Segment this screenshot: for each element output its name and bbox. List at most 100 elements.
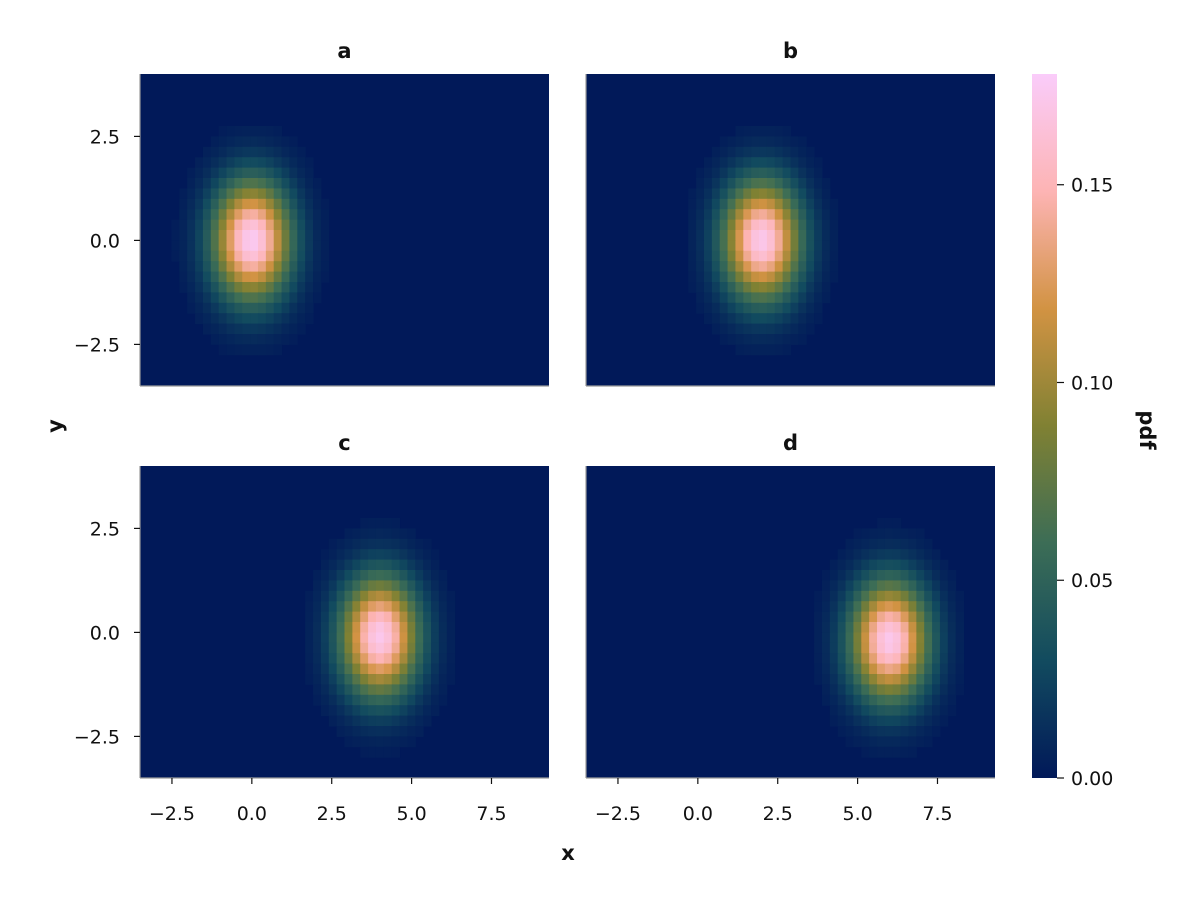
heatmap-cell — [423, 705, 432, 717]
heatmap-cell — [829, 559, 839, 571]
heatmap-cell — [415, 611, 424, 623]
heatmap-cell — [218, 282, 228, 293]
heatmap-cell — [265, 209, 275, 221]
heatmap-cell — [853, 601, 862, 613]
heatmap-cell — [399, 590, 408, 602]
heatmap-cell — [924, 736, 933, 748]
heatmap-cell — [947, 570, 957, 581]
heatmap-cell — [218, 261, 228, 273]
heatmap-cell — [352, 736, 361, 748]
heatmap-cell — [711, 323, 721, 335]
heatmap-cell — [407, 528, 416, 540]
heatmap-cell — [242, 323, 251, 335]
heatmap-cell — [900, 746, 909, 758]
heatmap-cell — [829, 580, 839, 592]
heatmap-cell — [916, 726, 925, 737]
heatmap-cell — [759, 188, 768, 200]
heatmap-cell — [313, 611, 322, 623]
x-tick-label: 2.5 — [317, 803, 347, 825]
heatmap-cell — [806, 271, 815, 283]
heatmap-cell — [845, 559, 854, 571]
heatmap-cell — [226, 240, 235, 252]
heatmap-cell — [289, 292, 298, 304]
heatmap-cell — [735, 250, 744, 262]
heatmap-cell — [375, 642, 385, 654]
heatmap-cell — [360, 538, 369, 550]
heatmap-cell — [273, 313, 283, 325]
heatmap-cell — [766, 198, 776, 210]
heatmap-cell — [727, 167, 736, 179]
heatmap-cell — [383, 705, 393, 717]
heatmap-cell — [916, 601, 925, 613]
heatmap-cell — [313, 694, 322, 706]
heatmap-cell — [289, 323, 298, 335]
heatmap-cell — [884, 559, 894, 571]
heatmap-cell — [947, 684, 957, 696]
heatmap-cell — [202, 219, 212, 231]
heatmap-cell — [305, 642, 314, 654]
heatmap-cell — [735, 313, 744, 325]
heatmap-cell — [774, 313, 784, 325]
heatmap-cell — [383, 601, 393, 613]
heatmap-cell — [352, 538, 361, 550]
heatmap-cell — [751, 146, 760, 158]
heatmap-cell — [375, 549, 385, 561]
heatmap-cell — [250, 292, 259, 304]
heatmap-cell — [187, 219, 196, 231]
heatmap-cell — [336, 632, 345, 644]
heatmap-cell — [821, 250, 831, 262]
heatmap-cell — [218, 219, 228, 231]
heatmap-cell — [281, 178, 290, 189]
heatmap-cell — [829, 590, 839, 602]
heatmap-cell — [908, 559, 917, 571]
heatmap-cell — [688, 209, 697, 221]
heatmap-cell — [250, 240, 259, 252]
heatmap-cell — [446, 663, 456, 675]
heatmap-cell — [218, 178, 228, 189]
heatmap-cell — [210, 282, 220, 293]
heatmap-cell — [759, 167, 768, 179]
heatmap-cell — [806, 230, 815, 241]
heatmap-cell — [305, 590, 314, 602]
heatmap-cell — [257, 126, 267, 137]
heatmap-cell — [234, 261, 243, 273]
heatmap-cell — [273, 230, 283, 241]
heatmap-cell — [383, 580, 393, 592]
heatmap-cell — [892, 559, 902, 571]
heatmap-cell — [814, 271, 823, 283]
heatmap-cell — [375, 611, 385, 623]
heatmap-cell — [798, 198, 807, 210]
heatmap-cell — [391, 684, 401, 696]
heatmap-cell — [218, 344, 228, 356]
heatmap-cell — [320, 674, 330, 685]
heatmap-cell — [438, 570, 448, 581]
heatmap-cell — [774, 198, 784, 210]
heatmap-cell — [703, 302, 713, 314]
heatmap-cell — [368, 528, 377, 540]
heatmap-cell — [375, 653, 385, 665]
x-tick-label: 5.0 — [396, 803, 426, 825]
heatmap-cell — [939, 684, 949, 696]
heatmap-cell — [383, 674, 393, 685]
heatmap-cell — [719, 292, 729, 304]
heatmap-cell — [790, 230, 799, 241]
heatmap-cell — [344, 642, 353, 654]
heatmap-cell — [751, 157, 760, 169]
heatmap-cell — [869, 559, 878, 571]
heatmap-cell — [924, 611, 933, 623]
heatmap-cell — [320, 250, 330, 262]
heatmap-cell — [939, 663, 949, 675]
heatmap-cell — [289, 250, 298, 262]
heatmap-cell — [234, 271, 243, 283]
heatmap-cell — [837, 705, 847, 717]
heatmap-cell — [399, 549, 408, 561]
heatmap-cell — [711, 313, 721, 325]
heatmap-cell — [798, 250, 807, 262]
heatmap-cell — [250, 157, 259, 169]
heatmap-cell — [210, 261, 220, 273]
heatmap-cell — [281, 292, 290, 304]
heatmap-cell — [774, 230, 784, 241]
heatmap-cell — [751, 126, 760, 137]
heatmap-cell — [313, 178, 322, 189]
heatmap-cell — [320, 549, 330, 561]
